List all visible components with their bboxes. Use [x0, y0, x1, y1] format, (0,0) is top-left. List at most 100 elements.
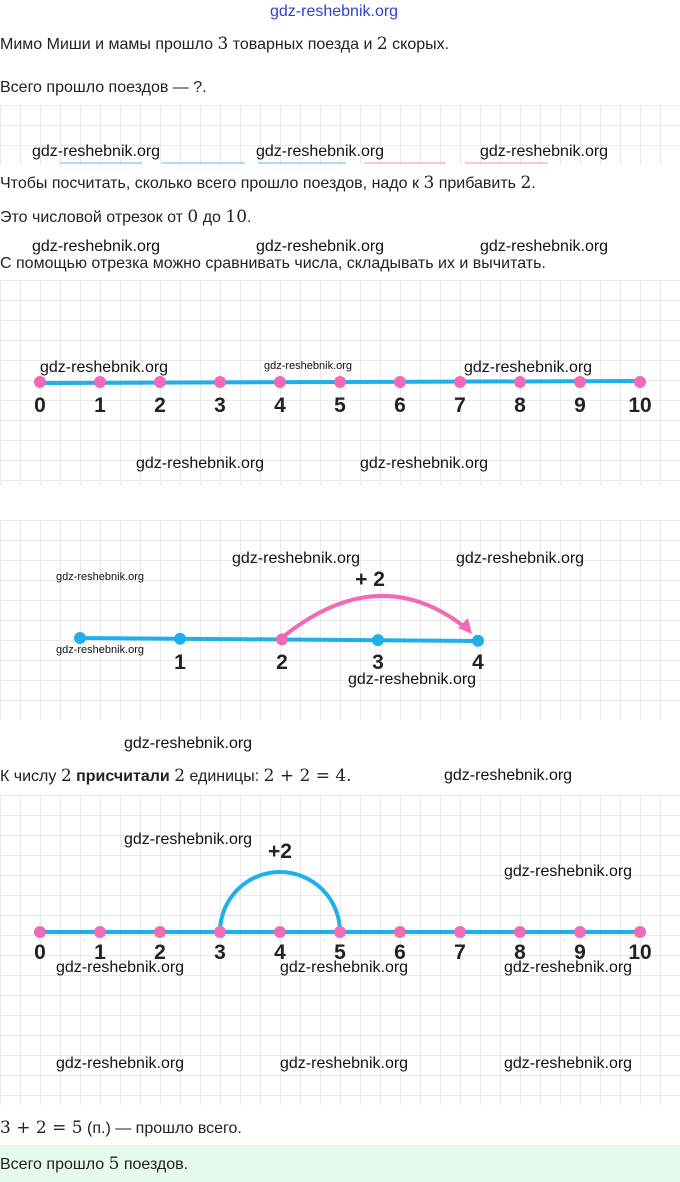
- tick-label: 8: [514, 941, 526, 964]
- tick-label: 10: [628, 941, 651, 964]
- watermark: gdz-reshebnik.org: [56, 571, 145, 583]
- number-line-jump-3-to-5: 0 1 2 3 4 5 6 7 8 9 10 +2: [34, 840, 652, 964]
- watermark: gdz-reshebnik.org: [360, 455, 489, 472]
- tick-dot: [574, 926, 586, 938]
- explanation-text: Чтобы посчитать, сколько всего прошло по…: [0, 173, 536, 193]
- watermark: gdz-reshebnik.org: [504, 863, 633, 880]
- tick-dot: [274, 926, 286, 938]
- watermark: gdz-reshebnik.org: [480, 238, 609, 255]
- tick-label: 4: [274, 941, 286, 964]
- tick-dot: [514, 376, 526, 388]
- problem-text: Мимо Миши и мамы прошло 3 товарных поезд…: [0, 34, 450, 54]
- watermark: gdz-reshebnik.org: [32, 143, 161, 160]
- tick-label: 1: [94, 941, 106, 964]
- answer-text: Всего прошло 5 поездов.: [0, 1154, 189, 1174]
- watermark: gdz-reshebnik.org: [136, 455, 265, 472]
- watermark: gdz-reshebnik.org: [456, 550, 585, 567]
- watermark: gdz-reshebnik.org: [280, 1055, 409, 1072]
- watermark: gdz-reshebnik.org: [56, 644, 145, 656]
- tick-label: 10: [628, 394, 651, 417]
- jump-label: +2: [268, 840, 292, 863]
- tick-dot: [454, 926, 466, 938]
- tick-dot: [514, 926, 526, 938]
- tick-label: 5: [334, 941, 346, 964]
- watermark: gdz-reshebnik.org: [280, 959, 409, 976]
- tick-dot: [634, 926, 646, 938]
- watermark: gdz-reshebnik.org: [56, 959, 185, 976]
- tick-label: 2: [154, 394, 166, 417]
- number-line-text: Это числовой отрезок от 0 до 10.: [0, 207, 252, 227]
- tick-dot: [274, 376, 286, 388]
- watermark: gdz-reshebnik.org: [124, 831, 253, 848]
- tick-label: 1: [174, 651, 186, 674]
- tick-dot: [574, 376, 586, 388]
- jump-arc: [282, 593, 468, 638]
- jump-arc: [218, 870, 342, 933]
- tick-dot: [214, 376, 226, 388]
- watermark: gdz-reshebnik.org: [504, 1055, 633, 1072]
- tick-dot: [34, 376, 46, 388]
- watermark: gdz-reshebnik.org: [264, 360, 353, 372]
- watermark-top: gdz-reshebnik.org: [270, 3, 399, 20]
- tick-label: 2: [154, 941, 166, 964]
- tick-dot: [454, 376, 466, 388]
- tick-dot: [334, 376, 346, 388]
- grid-strip: [0, 105, 680, 165]
- watermark: gdz-reshebnik.org: [480, 143, 609, 160]
- tick-label: 9: [574, 394, 586, 417]
- watermark: gdz-reshebnik.org: [256, 143, 385, 160]
- watermark: gdz-reshebnik.org: [464, 359, 593, 376]
- tick-dot: [174, 632, 186, 645]
- tick-dot: [372, 634, 384, 647]
- question-text: Всего прошло поездов — ?.: [0, 79, 207, 96]
- grid-panel-2: [0, 520, 680, 720]
- tick-dot: [154, 376, 166, 388]
- tick-dot: [74, 632, 86, 644]
- tick-label: 6: [394, 941, 406, 964]
- tick-label: 9: [574, 941, 586, 964]
- arrow-head-icon: [458, 618, 472, 634]
- watermark: gdz-reshebnik.org: [256, 238, 385, 255]
- tick-label: 7: [454, 394, 466, 417]
- tick-dot: [334, 926, 346, 938]
- tick-dot: [94, 926, 106, 938]
- tick-label: 5: [334, 394, 346, 417]
- watermark: gdz-reshebnik.org: [348, 671, 477, 688]
- tick-label: 6: [394, 394, 406, 417]
- grid-panel-3: [0, 795, 680, 1105]
- tick-dot: [634, 376, 646, 388]
- usage-text: С помощью отрезка можно сравнивать числа…: [0, 255, 546, 272]
- tick-dot: [34, 926, 46, 938]
- jump-label: + 2: [355, 568, 385, 591]
- tick-label: 7: [454, 941, 466, 964]
- tick-dot: [94, 376, 106, 388]
- watermark: gdz-reshebnik.org: [124, 735, 253, 752]
- tick-label: 2: [276, 651, 288, 674]
- addition-text: К числу 2 присчитали 2 единицы: 2 + 2 = …: [0, 766, 352, 786]
- tick-label: 8: [514, 394, 526, 417]
- watermark: gdz-reshebnik.org: [32, 238, 161, 255]
- tick-label: 0: [34, 394, 46, 417]
- tick-label: 4: [472, 651, 484, 674]
- tick-label: 3: [214, 394, 226, 417]
- number-line-0-10: 0 1 2 3 4 5 6 7 8 9 10: [34, 376, 652, 417]
- tick-label: 3: [214, 941, 226, 964]
- tick-dot: [394, 376, 406, 388]
- tick-label: 4: [274, 394, 286, 417]
- tick-dot: [472, 634, 484, 647]
- watermark: gdz-reshebnik.org: [232, 550, 361, 567]
- solution-text: 3 + 2 = 5 (п.) — прошло всего.: [0, 1118, 242, 1138]
- watermark: gdz-reshebnik.org: [56, 1055, 185, 1072]
- tick-label: 0: [34, 941, 46, 964]
- tick-dot: [154, 926, 166, 938]
- tick-dot: [214, 926, 226, 938]
- watermark: gdz-reshebnik.org: [504, 959, 633, 976]
- tick-dot: [394, 926, 406, 938]
- tick-label: 1: [94, 394, 106, 417]
- colored-segments: [60, 162, 548, 164]
- watermark: gdz-reshebnik.org: [40, 359, 169, 376]
- watermark: gdz-reshebnik.org: [444, 767, 573, 784]
- answer-box: Всего прошло 5 поездов.: [0, 1145, 680, 1182]
- number-line-jump-2-to-4: 1 2 3 4 + 2: [74, 568, 484, 674]
- tick-label: 3: [372, 651, 384, 674]
